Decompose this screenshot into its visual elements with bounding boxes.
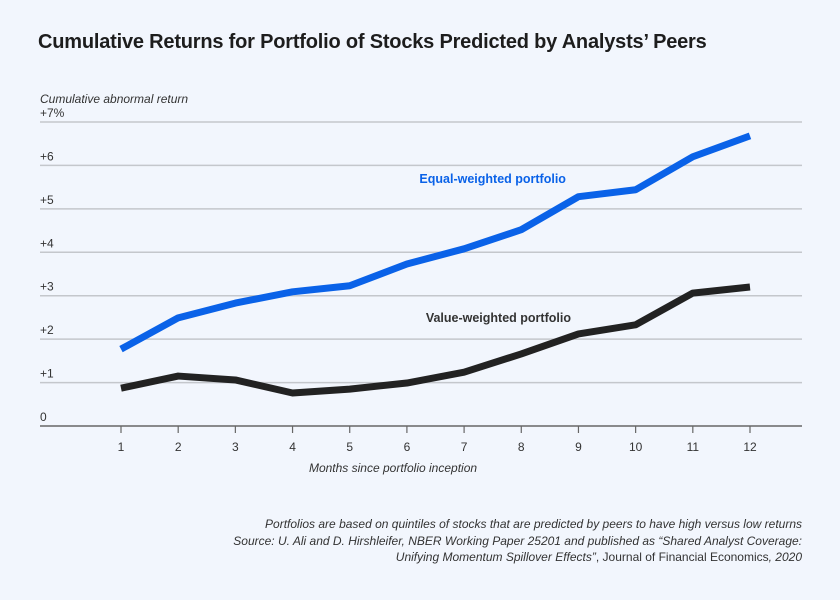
x-tick-label: 5 xyxy=(346,440,353,454)
chart-title: Cumulative Returns for Portfolio of Stoc… xyxy=(38,31,707,53)
y-tick-label: +3 xyxy=(40,280,54,294)
source-line-2: Unifying Momentum Spillover Effects”, Jo… xyxy=(233,549,802,566)
x-tick-label: 1 xyxy=(118,440,125,454)
y-tick-label: +7% xyxy=(40,106,65,120)
source-year: , 2020 xyxy=(768,550,802,564)
source-sep: , xyxy=(595,550,603,564)
x-tick-label: 8 xyxy=(518,440,525,454)
y-tick-label: +6 xyxy=(40,149,54,163)
series-labels: Equal-weighted portfolio Value-weighted p… xyxy=(419,172,571,325)
y-axis-label: Cumulative abnormal return xyxy=(40,92,189,106)
note-line: Portfolios are based on quintiles of sto… xyxy=(265,517,802,531)
source-title: Unifying Momentum Spillover Effects” xyxy=(395,550,596,564)
y-tick-labels: 0 +1 +2 +3 +4 +5 +6 +7% xyxy=(40,106,65,424)
series-line-value-weighted xyxy=(120,283,751,397)
x-axis-label: Months since portfolio inception xyxy=(309,461,477,475)
y-tick-label: 0 xyxy=(40,410,47,424)
x-tick-label: 3 xyxy=(232,440,239,454)
x-tick-label: 12 xyxy=(743,440,757,454)
x-tick-label: 7 xyxy=(461,440,468,454)
series-label: Value-weighted portfolio xyxy=(426,311,572,325)
series-label: Equal-weighted portfolio xyxy=(419,172,566,186)
source-line: Source: U. Ali and D. Hirshleifer, NBER … xyxy=(233,533,802,548)
x-tick-label: 2 xyxy=(175,440,182,454)
x-axis: 1 2 3 4 5 6 7 8 9 10 11 12 xyxy=(40,425,802,454)
series-line-equal-weighted xyxy=(119,132,752,353)
x-tick-label: 9 xyxy=(575,440,582,454)
x-tick-label: 10 xyxy=(629,440,643,454)
y-tick-label: +1 xyxy=(40,367,54,381)
x-tick-label: 6 xyxy=(404,440,411,454)
y-tick-label: +5 xyxy=(40,193,54,207)
series-lines xyxy=(119,132,752,397)
y-tick-label: +2 xyxy=(40,323,54,337)
x-tick-label: 4 xyxy=(289,440,296,454)
gridlines xyxy=(40,121,802,384)
chart-notes: Portfolios are based on quintiles of sto… xyxy=(233,516,802,566)
y-tick-label: +4 xyxy=(40,236,54,250)
source-journal: Journal of Financial Economics xyxy=(602,550,769,564)
x-tick-label: 11 xyxy=(687,440,700,454)
